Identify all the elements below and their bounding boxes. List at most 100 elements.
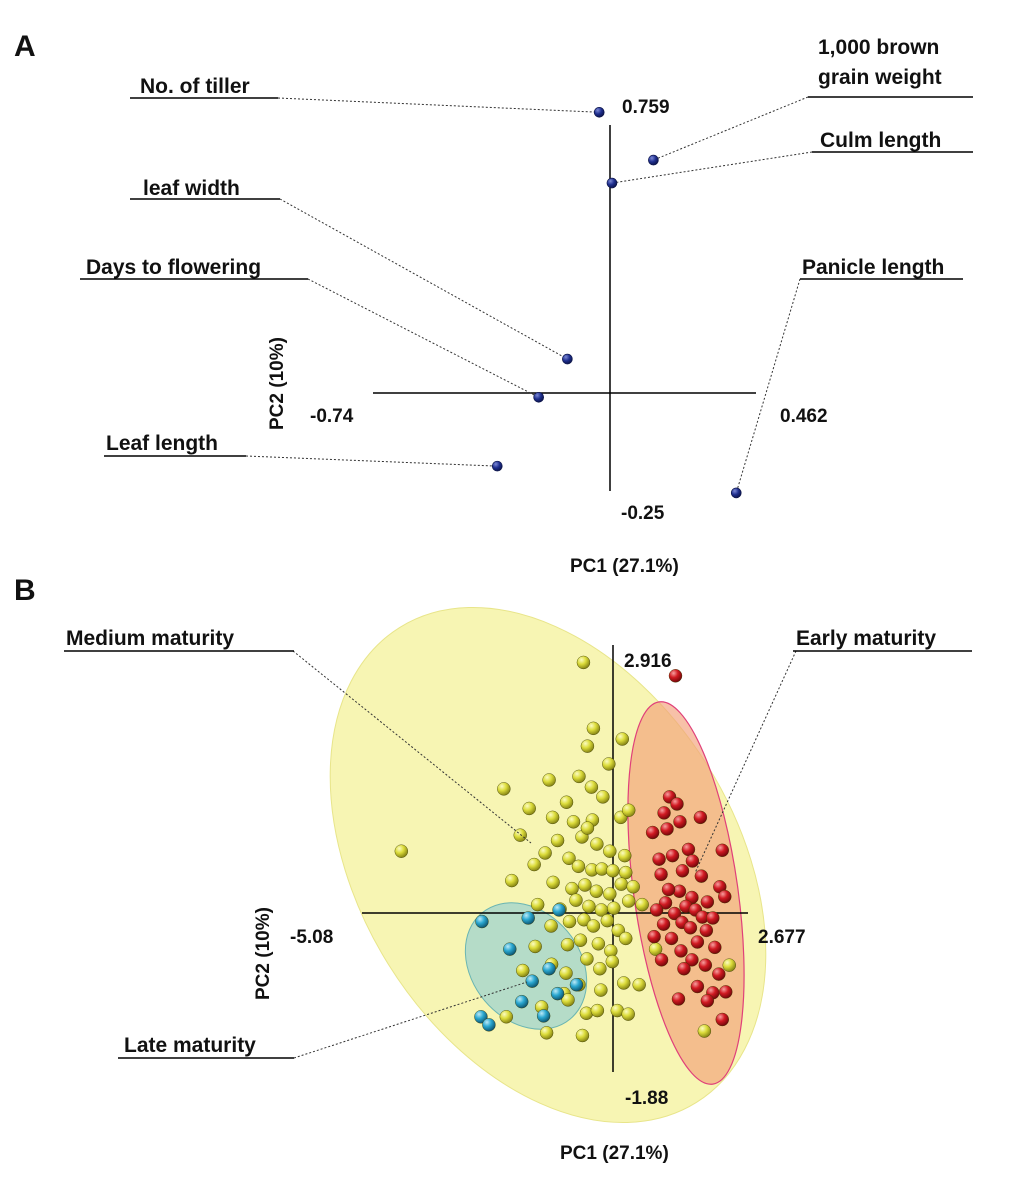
pc1-axis-title-b: PC1 (27.1%): [560, 1143, 669, 1164]
pc1-max-tick-b: 2.677: [758, 927, 806, 948]
panel-b-score-plot: B Medium maturity Early maturity Late ma…: [14, 574, 972, 1164]
loading-point: [593, 106, 605, 118]
score-point-early: [683, 921, 698, 935]
score-point-early: [700, 895, 715, 909]
score-points: [394, 655, 736, 1043]
score-point-medium: [497, 782, 511, 796]
score-point-early: [670, 797, 684, 811]
score-point-medium: [527, 857, 541, 872]
score-point-medium: [562, 851, 576, 866]
score-point-early: [649, 903, 664, 917]
score-point-medium: [590, 837, 604, 851]
score-point-late: [482, 1018, 496, 1032]
score-point-medium: [596, 790, 610, 804]
score-point-medium: [550, 833, 565, 848]
score-point-early: [681, 842, 696, 857]
score-point-medium: [602, 757, 616, 771]
group-label-medium-text: Medium maturity: [66, 627, 234, 650]
score-point-medium: [603, 887, 617, 901]
group-label-late: Late maturity: [118, 981, 528, 1059]
pc2-min-tick-b: -1.88: [625, 1088, 668, 1109]
score-point-medium: [575, 1028, 590, 1043]
score-point-medium: [606, 864, 620, 878]
score-point-medium: [635, 897, 649, 912]
score-point-early: [671, 992, 686, 1006]
loading-label-tiller: No. of tiller: [130, 75, 278, 99]
score-point-early: [719, 985, 733, 999]
score-point-medium: [546, 875, 560, 890]
score-point-medium: [591, 937, 606, 951]
score-point-early: [668, 669, 683, 683]
panel-letter-b: B: [14, 574, 36, 607]
loading-label-leaf-length-text: Leaf length: [106, 432, 218, 455]
loading-label-flowering: Days to flowering: [80, 256, 308, 280]
score-point-medium: [697, 1024, 712, 1038]
score-point-medium: [516, 963, 530, 978]
pc2-max-tick-a: 0.759: [622, 97, 670, 118]
loading-point: [606, 177, 618, 189]
score-point-medium: [565, 881, 579, 896]
loading-label-grain-weight: 1,000 brown grain weight: [808, 36, 973, 98]
loading-point: [562, 353, 573, 365]
score-point-medium: [559, 795, 574, 809]
leader-line: [307, 278, 539, 398]
leader-line: [277, 97, 600, 113]
score-point-medium: [618, 848, 632, 863]
score-point-medium: [522, 801, 536, 816]
score-point-medium: [538, 846, 552, 860]
score-point-medium: [600, 913, 615, 928]
loading-label-leaf-width: leaf width: [130, 177, 280, 200]
loading-label-grain-weight-line1: 1,000 brown: [818, 36, 939, 59]
score-point-medium: [544, 919, 558, 933]
score-point-late: [503, 942, 517, 956]
loading-point: [533, 391, 544, 403]
score-point-early: [706, 911, 720, 925]
score-point-late: [515, 994, 529, 1009]
score-point-medium: [619, 931, 633, 946]
loading-point: [491, 460, 503, 472]
leader-line: [279, 198, 568, 360]
pc1-min-tick-a: -0.74: [310, 406, 354, 427]
pc1-max-tick-a: 0.462: [780, 406, 828, 427]
score-point-medium: [582, 899, 596, 914]
panel-letter-a: A: [14, 30, 36, 63]
score-point-early: [712, 967, 726, 981]
score-point-early: [654, 867, 668, 882]
score-point-early: [690, 935, 705, 949]
score-point-early: [718, 889, 732, 904]
score-point-medium: [580, 952, 594, 966]
score-point-medium: [560, 937, 575, 952]
score-point-medium: [542, 773, 556, 787]
score-point-early: [656, 917, 671, 931]
pc2-axis-title-a: PC2 (10%): [267, 337, 288, 430]
score-point-medium: [622, 803, 636, 817]
score-point-medium: [569, 893, 583, 907]
score-point-early: [715, 843, 729, 858]
pc1-axis-title-a: PC1 (27.1%): [570, 556, 679, 577]
loading-point: [648, 154, 659, 166]
score-point-medium: [619, 865, 633, 880]
score-point-medium: [614, 877, 628, 891]
score-point-medium: [545, 810, 560, 825]
score-point-late: [525, 974, 539, 988]
score-point-medium: [505, 873, 519, 888]
loading-label-panicle: Panicle length: [800, 256, 963, 280]
leader-line: [611, 151, 813, 184]
score-point-late: [536, 1009, 551, 1023]
score-point-early: [690, 979, 705, 994]
score-point-medium: [572, 769, 586, 784]
score-point-early: [660, 822, 674, 836]
score-point-medium: [605, 954, 620, 969]
group-label-early-text: Early maturity: [796, 627, 936, 650]
score-point-medium: [586, 919, 601, 933]
score-point-medium: [586, 721, 601, 736]
score-point-early: [658, 896, 673, 910]
score-point-medium: [621, 1007, 635, 1021]
score-point-medium: [576, 655, 591, 670]
score-point-early: [699, 923, 714, 938]
score-point-early: [665, 848, 680, 863]
score-point-early: [645, 825, 660, 840]
score-point-medium: [562, 914, 577, 929]
score-point-medium: [593, 962, 607, 976]
loading-label-flowering-text: Days to flowering: [86, 256, 261, 279]
